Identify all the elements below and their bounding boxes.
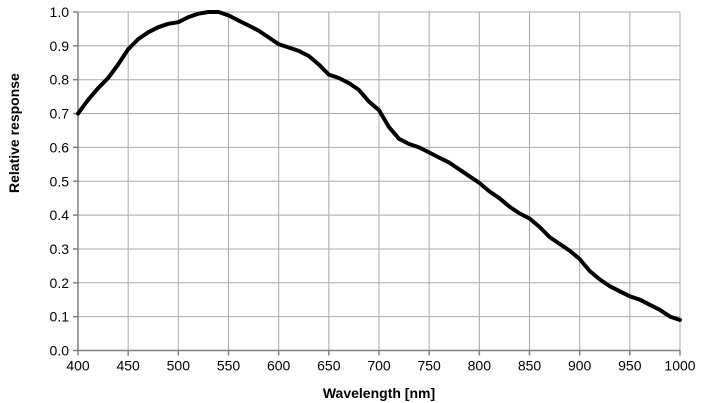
x-tick-label: 600	[267, 358, 291, 374]
x-tick-label: 650	[317, 358, 341, 374]
y-tick-label: 0.8	[50, 72, 70, 88]
x-tick-label: 500	[167, 358, 191, 374]
x-tick-label: 750	[417, 358, 441, 374]
tick-marks	[73, 11, 681, 356]
y-tick-label: 0.3	[50, 241, 70, 257]
x-tick-label: 850	[518, 358, 542, 374]
x-tick-label: 450	[116, 358, 140, 374]
y-tick-label: 1.0	[50, 4, 70, 20]
x-tick-label: 700	[367, 358, 391, 374]
x-tick-label: 400	[66, 358, 90, 374]
x-tick-label: 950	[618, 358, 642, 374]
x-tick-label: 900	[568, 358, 592, 374]
y-tick-label: 0.2	[50, 275, 70, 291]
y-tick-label: 0.5	[50, 173, 70, 189]
y-tick-label: 0.9	[50, 38, 70, 54]
x-tick-label: 1000	[664, 358, 695, 374]
x-axis-title: Wavelength [nm]	[322, 385, 436, 401]
y-axis-title: Relative response	[6, 73, 22, 193]
x-tick-label: 800	[468, 358, 492, 374]
y-tick-label: 0.6	[50, 139, 70, 155]
y-tick-label: 0.1	[50, 309, 70, 325]
response-curve	[76, 10, 682, 322]
y-tick-label: 0.4	[50, 207, 70, 223]
gridlines	[78, 11, 681, 351]
x-tick-labels: 400 450 500 550 600 650 700 750 800 850 900 950 1000	[66, 358, 695, 374]
x-tick-label: 550	[217, 358, 241, 374]
y-tick-labels: 0.0 0.1 0.2 0.3 0.4 0.5 0.6 0.7 0.8 0.9 1.0	[50, 4, 70, 359]
y-tick-label: 0.7	[50, 106, 70, 122]
y-tick-label: 0.0	[50, 343, 70, 359]
